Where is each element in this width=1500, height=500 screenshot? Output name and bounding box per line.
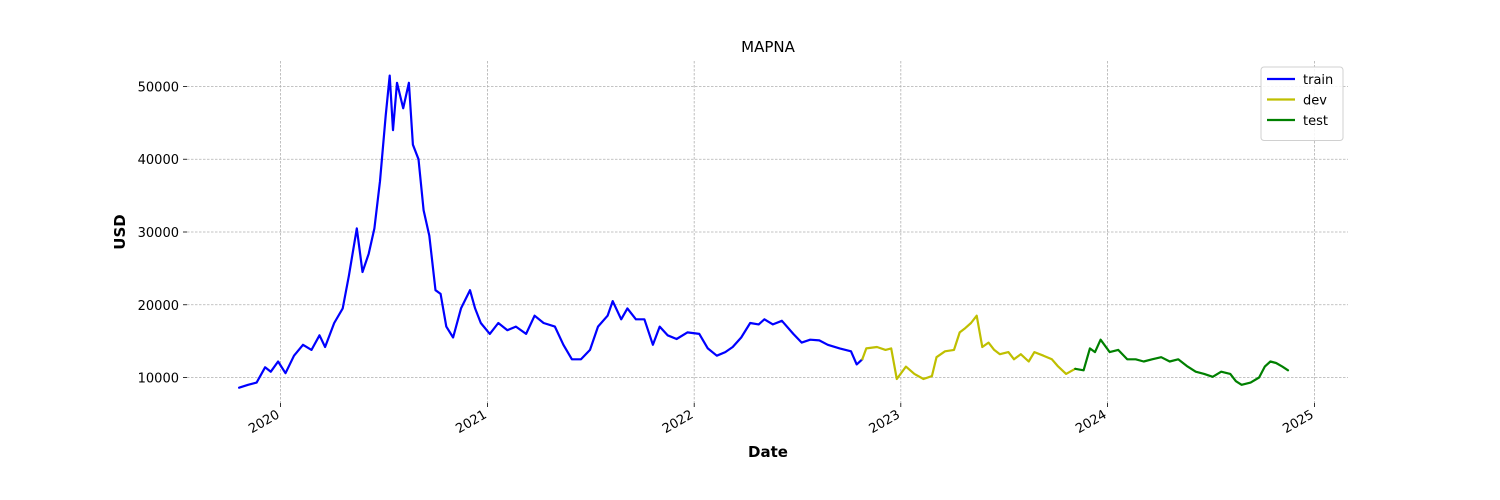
y-axis-ticks: 10000 20000 30000 40000 50000 [138, 80, 187, 387]
legend-label-train: train [1303, 73, 1333, 88]
legend: train dev test [1260, 66, 1344, 141]
chart-title: MAPNA [741, 38, 795, 56]
series-line-test [1074, 338, 1290, 386]
legend-box [1260, 66, 1344, 141]
series-lines [238, 74, 1290, 389]
y-tick-label: 20000 [138, 299, 179, 314]
y-tick-label: 10000 [138, 372, 179, 387]
y-tick-label: 30000 [138, 226, 179, 241]
legend-label-dev: dev [1303, 94, 1327, 109]
x-axis-title: Date [748, 443, 788, 461]
legend-label-test: test [1303, 114, 1328, 129]
series-line-dev [861, 314, 1077, 381]
y-tick-label: 50000 [138, 80, 179, 95]
series-line-train [238, 74, 864, 389]
y-axis-title: USD [111, 214, 129, 249]
y-tick-label: 40000 [138, 153, 179, 168]
